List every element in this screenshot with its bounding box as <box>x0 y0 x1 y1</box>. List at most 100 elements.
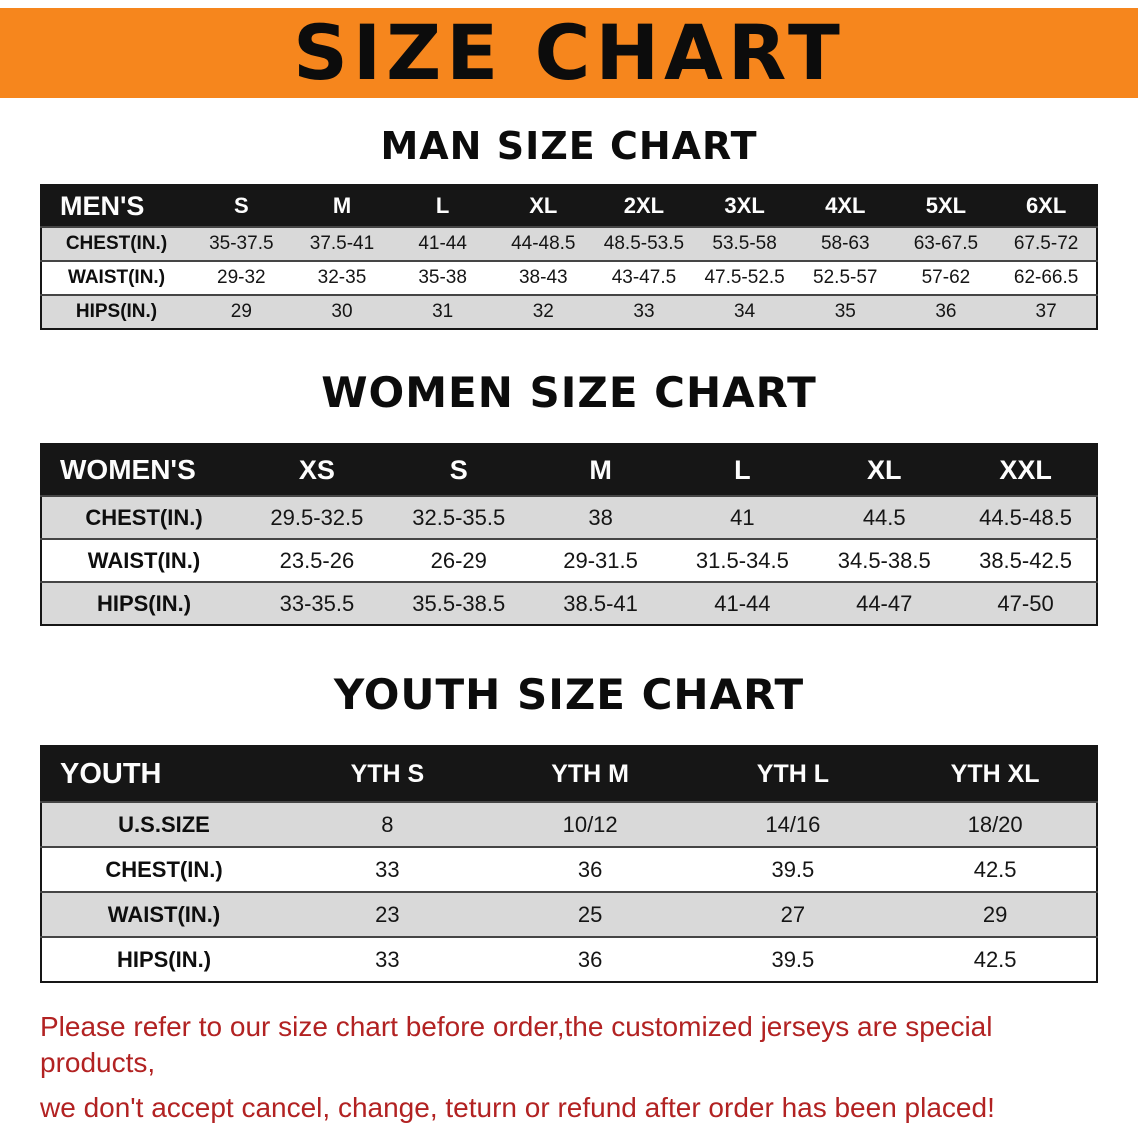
measurement-value: 41 <box>730 504 755 530</box>
table-row: HIPS(IN.) 33-35.5 35.5-38.5 38.5-41 41-44 44-… <box>41 582 1097 625</box>
measurement-label: CHEST(IN.) <box>105 856 223 882</box>
measurement-value: 36 <box>577 946 603 972</box>
measurement-label: HIPS(IN.) <box>75 301 158 322</box>
women-size-section: WOMEN SIZE CHART WOMEN'S XS S M L XL XXL CHEST(… <box>0 368 1138 626</box>
size-column-header: XS <box>298 454 335 485</box>
measurement-value: 33 <box>375 946 400 972</box>
measurement-value: 63-67.5 <box>913 233 979 254</box>
measurement-value: 43-47.5 <box>611 267 677 288</box>
table-row: HIPS(IN.) 29 30 31 32 33 34 35 36 37 <box>41 295 1097 329</box>
size-column-header: L <box>435 193 450 218</box>
size-column-header: 2XL <box>623 193 665 218</box>
measurement-value: 23.5-26 <box>279 547 355 573</box>
measurement-value: 33 <box>633 301 655 322</box>
measurement-value: 36 <box>577 856 603 882</box>
measurement-value: 42.5 <box>973 856 1017 882</box>
measurement-value: 42.5 <box>973 946 1017 972</box>
measurement-value: 34 <box>734 301 756 322</box>
measurement-label: HIPS(IN.) <box>96 590 192 616</box>
measurement-value: 32.5-35.5 <box>412 504 506 530</box>
men-size-table: MEN'S S M L XL 2XL 3XL 4XL 5XL 6XL CHEST(IN.) 35-37… <box>40 184 1098 330</box>
measurement-value: 41-44 <box>714 590 771 616</box>
disclaimer: Please refer to our size chart before or… <box>40 1009 1098 1126</box>
measurement-value: 47-50 <box>997 590 1054 616</box>
measurement-value: 44.5-48.5 <box>979 504 1073 530</box>
measurement-value: 33-35.5 <box>279 590 355 616</box>
women-size-table: WOMEN'S XS S M L XL XXL CHEST(IN.) 29.5-32.5 32.5… <box>40 443 1098 626</box>
measurement-value: 31 <box>432 301 454 322</box>
women-section-heading: WOMEN SIZE CHART <box>321 368 817 417</box>
size-column-header: YTH M <box>551 759 630 788</box>
table-row: WAIST(IN.) 23.5-26 26-29 29-31.5 31.5-34.5 34… <box>41 539 1097 582</box>
measurement-value: 44-48.5 <box>511 233 576 254</box>
measurement-value: 29-32 <box>217 267 266 288</box>
youth-size-section: YOUTH SIZE CHART YOUTH YTH S YTH M YTH L YTH… <box>0 670 1138 983</box>
table-header-row: WOMEN'S XS S M L XL XXL <box>41 444 1097 496</box>
measurement-value: 37 <box>1035 301 1057 322</box>
measurement-value: 30 <box>331 301 353 322</box>
measurement-label: WAIST(IN.) <box>107 901 221 927</box>
size-column-header: 5XL <box>925 193 967 218</box>
measurement-value: 29 <box>982 901 1008 927</box>
measurement-value: 29 <box>230 301 252 322</box>
measurement-value: 44-47 <box>856 590 913 616</box>
measurement-value: 14/16 <box>765 811 821 837</box>
measurement-value: 53.5-58 <box>712 233 777 254</box>
size-column-header: XL <box>866 454 902 485</box>
disclaimer-line-2: we don't accept cancel, change, teturn o… <box>40 1091 995 1123</box>
table-corner-label: WOMEN'S <box>60 454 196 485</box>
table-row: CHEST(IN.) 35-37.5 37.5-41 41-44 44-48.5 48.5… <box>41 227 1097 261</box>
measurement-label: HIPS(IN.) <box>116 946 212 972</box>
measurement-value: 62-66.5 <box>1013 267 1079 288</box>
men-section-heading: MAN SIZE CHART <box>380 124 758 168</box>
measurement-value: 31.5-34.5 <box>695 547 789 573</box>
measurement-value: 35-37.5 <box>209 233 274 254</box>
table-header-row: MEN'S S M L XL 2XL 3XL 4XL 5XL 6XL <box>41 185 1097 227</box>
measurement-label: CHEST(IN.) <box>65 233 168 254</box>
measurement-value: 29.5-32.5 <box>270 504 364 530</box>
size-column-header: YTH S <box>350 759 425 788</box>
size-column-header: 3XL <box>724 193 765 218</box>
size-column-header: M <box>332 193 352 218</box>
banner-title: SIZE CHART <box>293 8 845 97</box>
measurement-value: 27 <box>780 901 806 927</box>
measurement-value: 18/20 <box>967 811 1023 837</box>
measurement-value: 38.5-42.5 <box>979 547 1073 573</box>
youth-size-table: YOUTH YTH S YTH M YTH L YTH XL U.S.SIZE 8 10/12… <box>40 745 1098 983</box>
measurement-value: 47.5-52.5 <box>704 267 785 288</box>
table-row: WAIST(IN.) 29-32 32-35 35-38 38-43 43-47.5 47.… <box>41 261 1097 295</box>
measurement-value: 25 <box>577 901 603 927</box>
measurement-value: 58-63 <box>820 233 870 254</box>
measurement-label: WAIST(IN.) <box>67 267 166 288</box>
men-size-section: MAN SIZE CHART MEN'S S M L XL 2XL 3XL 4XL 5XL 6XL… <box>0 124 1138 330</box>
disclaimer-line-1: Please refer to our size chart before or… <box>40 1011 993 1079</box>
measurement-value: 38-43 <box>518 267 568 288</box>
measurement-value: 57-62 <box>921 267 971 288</box>
table-row: U.S.SIZE 8 10/12 14/16 18/20 <box>41 802 1097 847</box>
measurement-value: 36 <box>935 301 957 322</box>
size-column-header: 4XL <box>825 193 866 218</box>
size-column-header: XXL <box>999 454 1052 485</box>
size-column-header: 6XL <box>1025 193 1067 218</box>
measurement-value: 38.5-41 <box>563 590 638 616</box>
measurement-value: 8 <box>381 811 394 837</box>
measurement-value: 67.5-72 <box>1013 233 1079 254</box>
measurement-label: CHEST(IN.) <box>85 504 203 530</box>
table-corner-label: MEN'S <box>60 190 145 221</box>
size-column-header: XL <box>529 193 558 218</box>
measurement-value: 32 <box>532 301 554 322</box>
measurement-value: 39.5 <box>771 946 815 972</box>
measurement-label: WAIST(IN.) <box>87 547 201 573</box>
measurement-value: 34.5-38.5 <box>837 547 931 573</box>
size-column-header: M <box>589 454 612 485</box>
measurement-value: 35 <box>834 301 856 322</box>
measurement-value: 35-38 <box>418 267 467 288</box>
size-column-header: YTH L <box>756 759 829 788</box>
measurement-value: 29-31.5 <box>563 547 638 573</box>
table-header-row: YOUTH YTH S YTH M YTH L YTH XL <box>41 746 1097 802</box>
table-row: HIPS(IN.) 33 36 39.5 42.5 <box>41 937 1097 982</box>
measurement-value: 23 <box>375 901 400 927</box>
measurement-value: 32-35 <box>317 267 367 288</box>
measurement-value: 37.5-41 <box>309 233 375 254</box>
